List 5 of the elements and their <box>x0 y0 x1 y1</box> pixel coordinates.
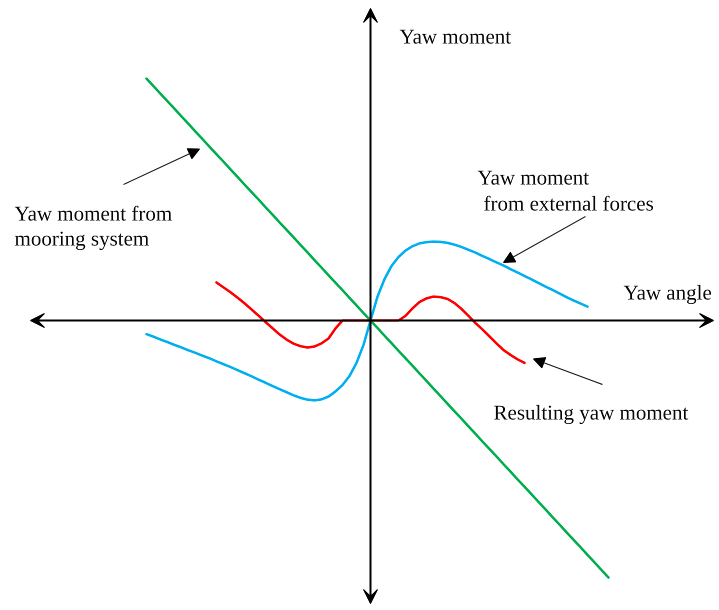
y-axis-title: Yaw moment <box>400 24 512 48</box>
series-label: Yaw moment from external forces <box>478 166 654 216</box>
text: Resulting yaw moment <box>494 400 688 424</box>
text: Yaw moment from mooring system <box>14 202 172 250</box>
x-axis-title: Yaw angle <box>624 280 712 304</box>
